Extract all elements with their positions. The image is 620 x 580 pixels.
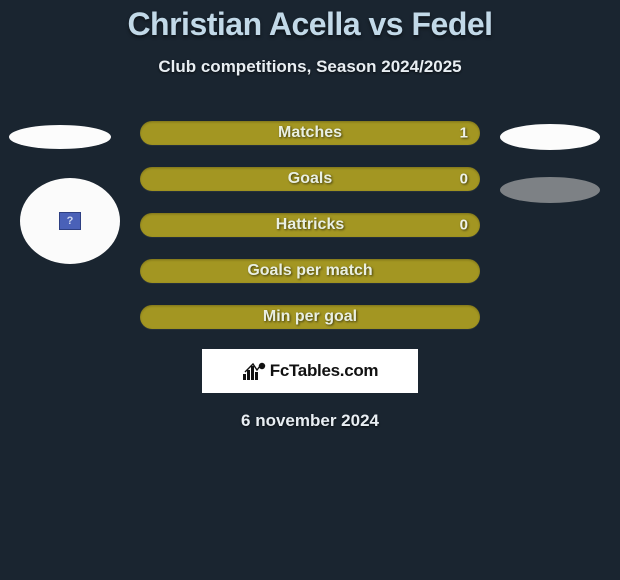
avatar-placeholder: ? xyxy=(20,178,120,264)
avatar-broken-image-icon: ? xyxy=(59,212,81,230)
ellipse-right-mid xyxy=(500,177,600,203)
stat-value-right: 0 xyxy=(460,171,468,188)
stat-row-hattricks: Hattricks 0 xyxy=(140,213,480,237)
stat-label: Min per goal xyxy=(263,308,357,326)
ellipse-right-top xyxy=(500,124,600,150)
date-text: 6 november 2024 xyxy=(0,411,620,431)
stat-value-right: 0 xyxy=(460,217,468,234)
stat-value-right: 1 xyxy=(460,125,468,142)
ellipse-left-top xyxy=(9,125,111,149)
stat-row-min-per-goal: Min per goal xyxy=(140,305,480,329)
page-subtitle: Club competitions, Season 2024/2025 xyxy=(0,57,620,77)
stat-row-goals-per-match: Goals per match xyxy=(140,259,480,283)
fctables-badge-text: FcTables.com xyxy=(270,361,379,381)
stat-row-goals: Goals 0 xyxy=(140,167,480,191)
stat-row-matches: Matches 1 xyxy=(140,121,480,145)
stat-label: Goals xyxy=(288,170,332,188)
stat-label: Goals per match xyxy=(247,262,372,280)
page-title: Christian Acella vs Fedel xyxy=(0,6,620,43)
stat-label: Hattricks xyxy=(276,216,344,234)
stat-label: Matches xyxy=(278,124,342,142)
content-wrap: Christian Acella vs Fedel Club competiti… xyxy=(0,0,620,580)
fctables-logo-icon xyxy=(242,360,268,382)
fctables-badge: FcTables.com xyxy=(202,349,418,393)
